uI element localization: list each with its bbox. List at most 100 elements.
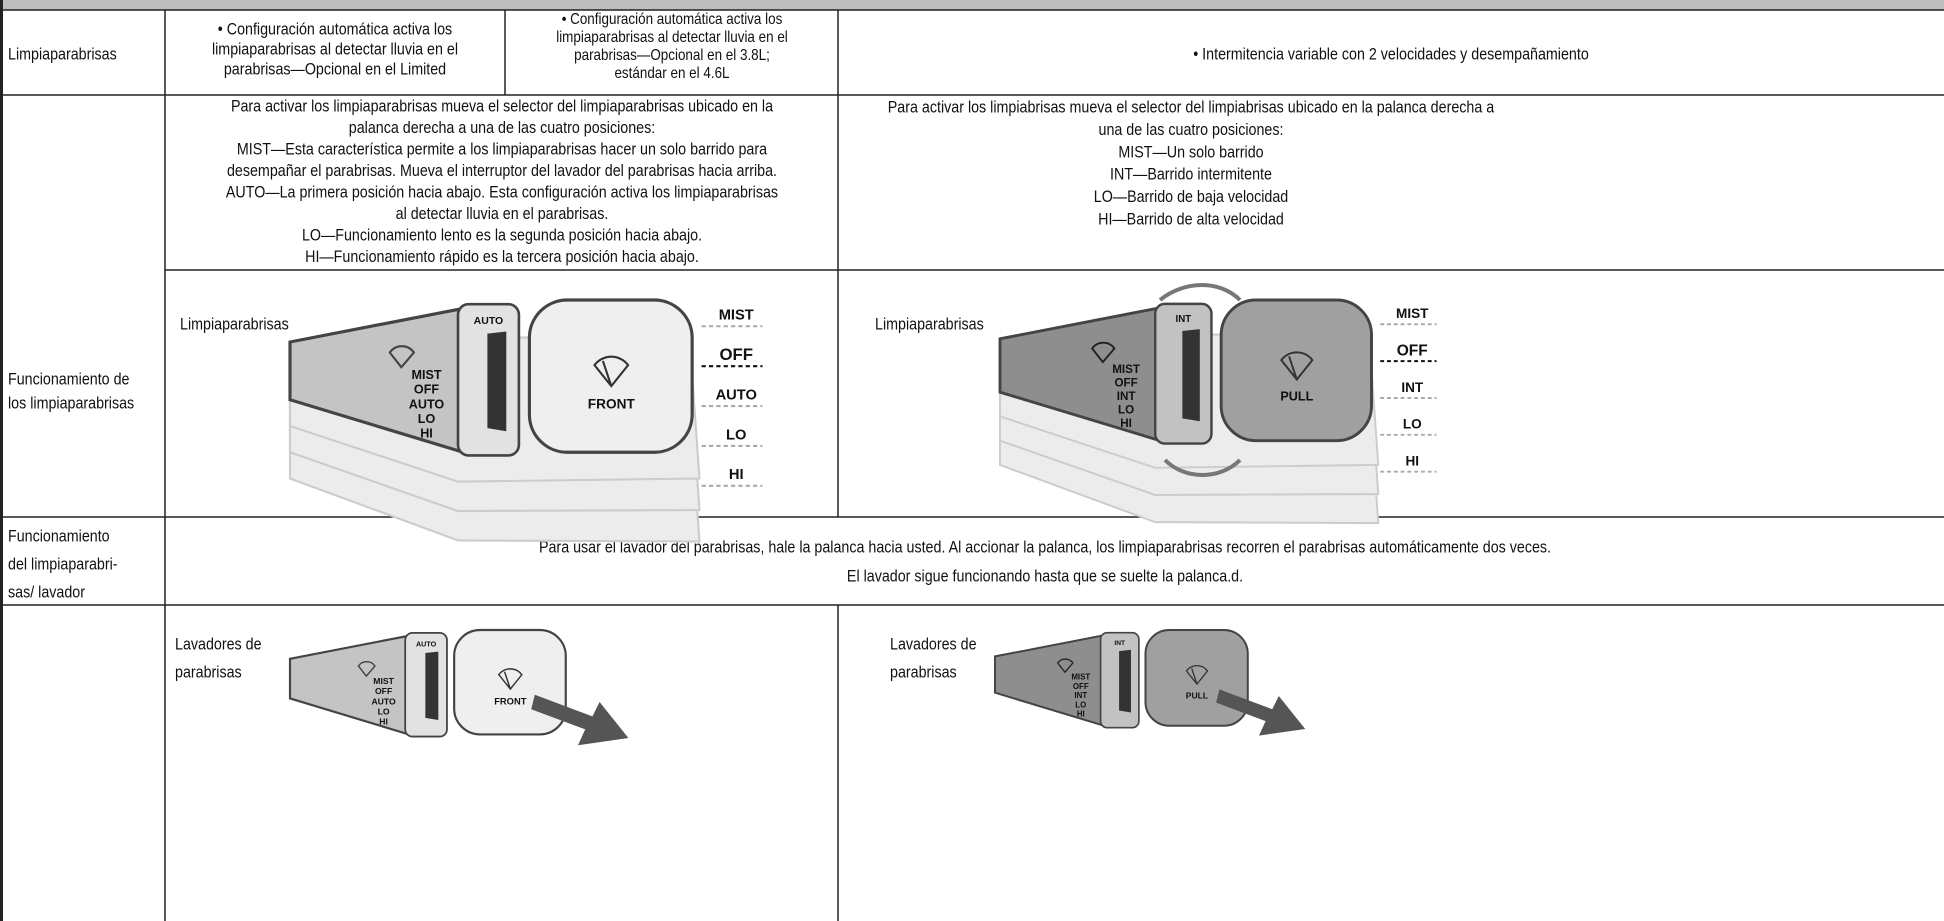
cell-text: HI—Barrido de alta velocidad xyxy=(1098,209,1284,228)
scale-label: AUTO xyxy=(716,387,757,403)
lever-label: HI xyxy=(420,427,433,441)
diagram-caption: Limpiaparabrisas xyxy=(180,314,289,333)
lever-cap xyxy=(1144,629,1249,727)
scale-label: OFF xyxy=(1397,343,1428,360)
cell-text: El lavador sigue funcionando hasta que s… xyxy=(847,566,1243,585)
pull-arrow xyxy=(531,694,629,746)
cell-text: MIST—Un solo barrido xyxy=(1118,142,1263,161)
scale-label: HI xyxy=(1405,454,1419,469)
lever-label: MIST xyxy=(373,676,394,686)
lever-label: MIST xyxy=(1112,363,1140,376)
cell-text: LO—Barrido de baja velocidad xyxy=(1094,187,1288,206)
scale-label: INT xyxy=(1401,380,1424,395)
diagram-caption: parabrisas xyxy=(175,662,242,681)
lever-label: INT xyxy=(1074,691,1087,700)
cell-text: INT—Barrido intermitente xyxy=(1110,165,1272,184)
wiper-icon xyxy=(1280,351,1314,382)
speed-band xyxy=(1182,329,1200,422)
header-bar xyxy=(0,0,1944,10)
lever-label: LO xyxy=(1118,404,1134,417)
lever-label: OFF xyxy=(414,383,439,397)
lever-label: LO xyxy=(1075,700,1086,709)
cell-text: Para activar los limpiaparabrisas mueva … xyxy=(231,96,774,115)
cell-text: • Configuración automática activa los xyxy=(218,19,452,38)
lever-label: HI xyxy=(1120,417,1132,430)
lever-label: HI xyxy=(379,716,388,726)
rotate-arrow xyxy=(1163,458,1242,477)
cap-label: FRONT xyxy=(588,397,636,412)
lever-label: LO xyxy=(418,412,436,426)
row-label: sas/ lavador xyxy=(8,582,85,601)
rotate-arrow xyxy=(1158,283,1242,302)
cell-text: HI—Funcionamiento rápido es la tercera p… xyxy=(305,247,699,266)
wiper-icon xyxy=(497,668,523,691)
cell-text: Para usar el lavador del parabrisas, hal… xyxy=(539,537,1551,556)
diagram-caption: Lavadores de xyxy=(890,634,977,653)
cell-text: • Intermitencia variable con 2 velocidad… xyxy=(1193,44,1589,63)
pull-arrow xyxy=(1216,689,1306,736)
row-label: Funcionamiento de xyxy=(8,369,129,388)
cap-label: PULL xyxy=(1186,690,1208,700)
wiper-icon xyxy=(1056,658,1074,674)
diagram-caption: Limpiaparabrisas xyxy=(875,314,984,333)
lever-label: AUTO xyxy=(371,696,396,706)
wiper-icon xyxy=(388,345,416,369)
cell-text: palanca derecha a una de las cuatro posi… xyxy=(349,118,655,137)
lever-label: AUTO xyxy=(409,397,445,411)
ring-label: AUTO xyxy=(416,639,437,648)
diagram-caption: Lavadores de xyxy=(175,634,262,653)
wiper-icon xyxy=(1185,665,1209,686)
diagram-caption: parabrisas xyxy=(890,662,957,681)
lever-label: MIST xyxy=(411,368,441,382)
lever-label: INT xyxy=(1117,390,1136,403)
scale-label: MIST xyxy=(1396,306,1429,321)
cell-text: al detectar lluvia en el parabrisas. xyxy=(396,204,609,223)
lever-label: LO xyxy=(378,706,390,716)
lever-cap xyxy=(527,298,694,454)
cell-text: desempañar el parabrisas. Mueva el inter… xyxy=(227,161,777,180)
cell-text: LO—Funcionamiento lento es la segunda po… xyxy=(302,225,702,244)
lever-label: HI xyxy=(1077,710,1085,719)
lever-label: OFF xyxy=(375,686,392,696)
left-border xyxy=(0,0,3,921)
scale-label: LO xyxy=(1403,417,1422,432)
ring-label: AUTO xyxy=(474,315,504,327)
cell-text: limpiaparabrisas al detectar lluvia en e… xyxy=(556,29,788,46)
row-label: los limpiaparabrisas xyxy=(8,393,134,412)
row-label: Funcionamiento xyxy=(8,526,110,545)
wiper-icon xyxy=(1090,341,1116,364)
cell-text: AUTO—La primera posición hacia abajo. Es… xyxy=(226,182,778,201)
row-label: del limpiaparabri- xyxy=(8,554,118,573)
ring-label: INT xyxy=(1176,314,1192,325)
cell-text: • Configuración automática activa los xyxy=(562,11,783,28)
lever-cap xyxy=(1219,298,1373,443)
scale-label: HI xyxy=(729,467,744,483)
scale-label: OFF xyxy=(719,345,753,364)
row-label: Limpiaparabrisas xyxy=(8,44,117,63)
cap-label: FRONT xyxy=(494,696,526,706)
cell-text: Para activar los limpiabrisas mueva el s… xyxy=(888,97,1495,116)
speed-band xyxy=(487,331,507,432)
wiper-icon xyxy=(593,355,630,388)
speed-band xyxy=(1119,649,1131,713)
lever-label: OFF xyxy=(1114,376,1137,389)
lever-label: OFF xyxy=(1073,682,1089,691)
speed-band xyxy=(425,651,439,720)
cell-text: parabrisas—Opcional en el 3.8L; xyxy=(574,47,770,64)
cell-text: una de las cuatro posiciones: xyxy=(1099,120,1284,139)
wiper-icon xyxy=(357,660,376,678)
cap-label: PULL xyxy=(1280,389,1313,403)
cell-text: estándar en el 4.6L xyxy=(614,65,729,82)
cell-text: parabrisas—Opcional en el Limited xyxy=(224,59,446,78)
cell-text: limpiaparabrisas al detectar lluvia en e… xyxy=(212,39,458,58)
scale-label: MIST xyxy=(719,308,754,324)
ring-label: INT xyxy=(1114,640,1125,647)
scale-label: LO xyxy=(726,427,746,443)
cell-text: MIST—Esta característica permite a los l… xyxy=(237,139,768,158)
lever-cap xyxy=(453,628,567,736)
